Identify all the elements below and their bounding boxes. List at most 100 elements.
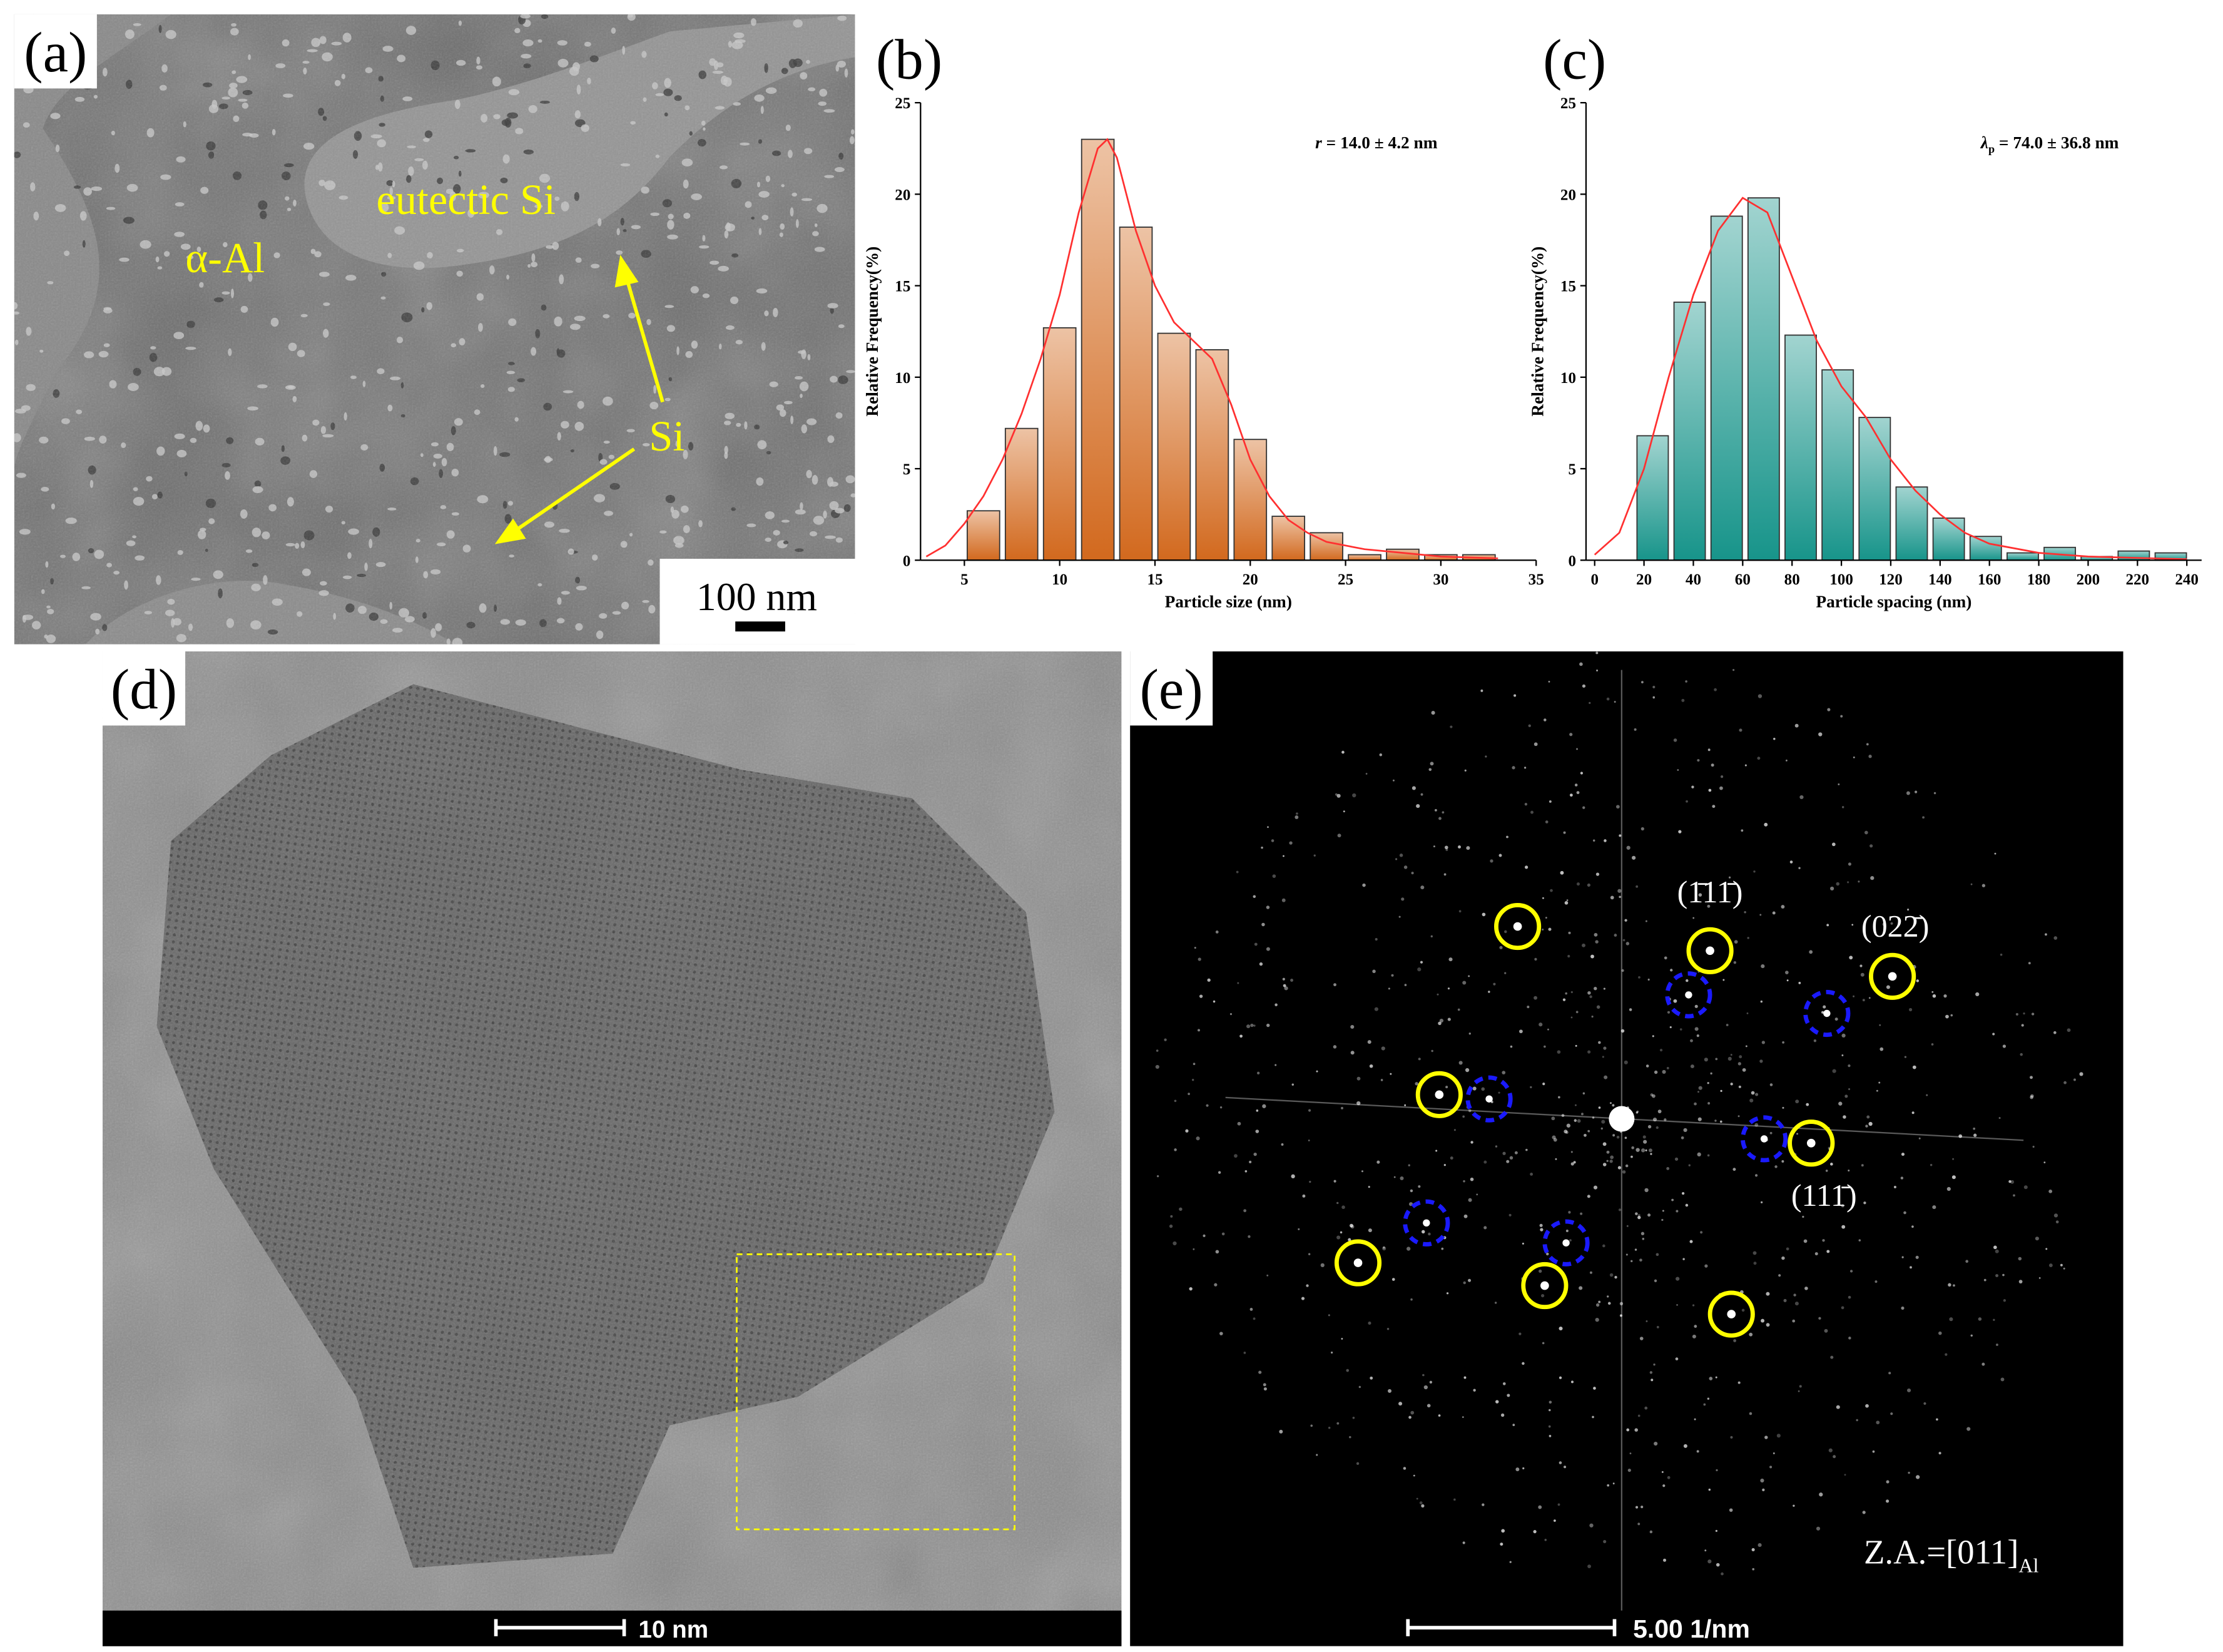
speckle	[1547, 1028, 1549, 1031]
speckle	[1792, 1319, 1796, 1323]
speckle	[1798, 982, 1801, 984]
speckle	[1196, 1136, 1200, 1141]
speckle	[1973, 1127, 1976, 1130]
speckle	[1534, 996, 1538, 1000]
y-axis-label: Relative Frequency(%)	[1529, 247, 1547, 417]
speckle	[1587, 1050, 1591, 1054]
speckle	[1686, 979, 1689, 982]
speckle	[1590, 954, 1594, 959]
speckle	[1612, 1134, 1615, 1137]
speckle	[1255, 1129, 1259, 1133]
speckle	[1679, 1028, 1682, 1031]
speckle	[1258, 1370, 1262, 1374]
speckle	[1992, 1032, 1995, 1036]
speckle	[1472, 1086, 1477, 1091]
label-box	[1130, 651, 1213, 726]
speckle	[1370, 1376, 1373, 1380]
speckle	[1576, 791, 1580, 795]
spot	[1760, 1135, 1768, 1143]
speckle	[1155, 1064, 1159, 1069]
speckle	[1587, 1129, 1590, 1133]
speckle	[1495, 1400, 1499, 1404]
speckle	[1624, 919, 1627, 922]
speckle	[1443, 873, 1447, 876]
speckle	[1495, 1145, 1498, 1148]
speckle	[1614, 701, 1616, 703]
speckle	[1488, 991, 1490, 993]
fft-streaks	[1225, 670, 2024, 1611]
speckle	[1853, 756, 1855, 758]
speckle	[1559, 1461, 1562, 1464]
speckle	[2010, 1180, 2015, 1184]
speckle	[1762, 1488, 1765, 1492]
speckle	[1298, 1228, 1300, 1230]
speckle	[1602, 1142, 1607, 1146]
speckle	[1652, 696, 1656, 699]
speckle	[1753, 870, 1756, 873]
speckle	[1915, 790, 1918, 793]
speckle	[1587, 1564, 1591, 1569]
speckle	[1333, 983, 1336, 987]
x-tick-label: 25	[1338, 571, 1353, 588]
speckle	[1243, 1352, 1246, 1354]
speckle	[1274, 1003, 1278, 1007]
speckle	[1637, 1213, 1641, 1217]
speckle	[1579, 1286, 1583, 1290]
x-axis-label: Particle spacing (nm)	[1816, 592, 1971, 611]
speckle	[1336, 793, 1341, 798]
speckle	[1638, 976, 1641, 979]
speckle	[1429, 1380, 1433, 1384]
speckle	[1266, 1274, 1269, 1277]
speckle	[1185, 1129, 1189, 1133]
speckle	[1416, 1497, 1418, 1500]
speckle	[2000, 953, 2003, 956]
speckle	[1849, 956, 1853, 960]
speckle	[1522, 1362, 1525, 1365]
speckle	[1291, 1083, 1295, 1086]
x-tick-label: 220	[2126, 571, 2150, 588]
speckle	[1582, 806, 1585, 809]
speckle	[1674, 1157, 1679, 1161]
spot-circle	[1334, 1239, 1382, 1287]
speckle	[1809, 950, 1813, 954]
speckle	[1906, 791, 1910, 795]
speckle	[1559, 1326, 1563, 1331]
speckle	[1830, 886, 1834, 891]
speckle	[1619, 1314, 1622, 1317]
speckle	[1626, 1225, 1629, 1227]
speckle	[1610, 895, 1614, 900]
speckle	[1761, 1318, 1765, 1323]
speckle	[1502, 1151, 1506, 1155]
panel-label: (e)	[1140, 658, 1203, 721]
speckle	[1565, 992, 1568, 995]
speckle	[1663, 1558, 1667, 1562]
speckle	[1433, 845, 1435, 848]
speckle	[1622, 1170, 1626, 1174]
speckle	[1463, 1376, 1467, 1379]
speckle	[1267, 826, 1269, 829]
zone-axis-subscript: Al	[2018, 1554, 2038, 1576]
speckle	[1403, 1467, 1407, 1470]
speckle	[1749, 1332, 1753, 1337]
speckle	[1336, 1201, 1339, 1205]
speckle	[1420, 885, 1425, 890]
speckle	[1544, 1539, 1547, 1541]
speckle	[1266, 1023, 1270, 1027]
speckle	[1595, 940, 1599, 944]
speckle	[1435, 1150, 1438, 1152]
speckle	[1646, 920, 1647, 922]
speckle	[1412, 786, 1416, 790]
speckle	[1566, 899, 1569, 901]
speckle	[1694, 1027, 1699, 1031]
x-tick-label: 140	[1928, 571, 1952, 588]
speckle	[1289, 841, 1293, 845]
bar	[1747, 197, 1780, 561]
speckle	[1584, 1133, 1587, 1137]
speckle	[1836, 882, 1840, 886]
speckle	[1410, 1298, 1413, 1301]
speckle	[1261, 922, 1265, 927]
speckle	[1692, 1334, 1696, 1338]
speckle	[1407, 1247, 1411, 1251]
speckle	[1647, 1213, 1651, 1217]
speckle	[1448, 957, 1453, 962]
